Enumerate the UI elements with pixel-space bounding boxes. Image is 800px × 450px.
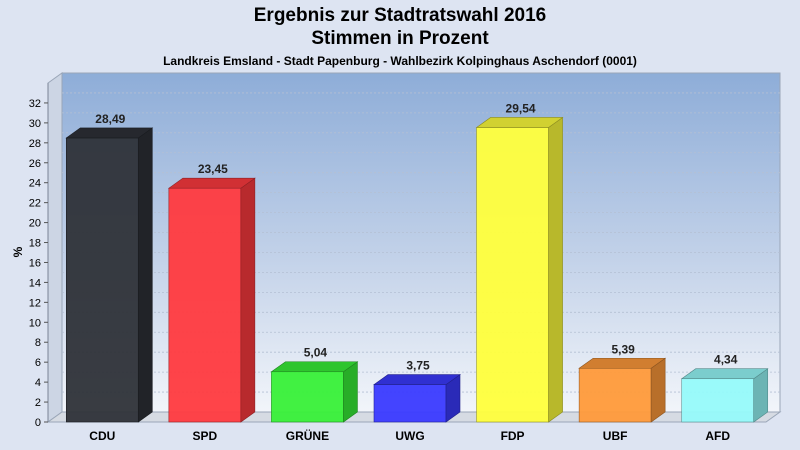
bar-side-ubf <box>650 357 666 423</box>
y-tick-label: 20 <box>29 218 41 230</box>
y-tick-label: 28 <box>29 138 41 150</box>
bar-top-grüne <box>270 361 359 373</box>
bar-side-fdp <box>548 116 563 423</box>
bar-top-fdp <box>475 117 564 128</box>
chart-title-line2: Stimmen in Prozent <box>311 28 489 49</box>
bar-spd <box>168 187 242 423</box>
data-label: 29,54 <box>506 101 536 115</box>
x-tick-label: UWG <box>395 429 424 443</box>
x-tick-label: UBF <box>603 429 628 443</box>
y-tick-label: 14 <box>29 277 41 289</box>
bar-side-spd <box>240 177 256 423</box>
chart-subtitle: Landkreis Emsland - Stadt Papenburg - Wa… <box>163 54 637 68</box>
x-tick-label: CDU <box>89 429 115 443</box>
x-tick-label: AFD <box>705 429 730 443</box>
bar-cdu <box>65 137 139 423</box>
y-tick-label: 18 <box>29 238 41 250</box>
y-tick-label: 32 <box>29 98 41 110</box>
y-axis-label: % <box>11 246 25 257</box>
data-label: 5,39 <box>611 342 635 356</box>
bar-top-spd <box>167 177 256 189</box>
x-tick-label: FDP <box>501 429 525 443</box>
bar-side-grüne <box>343 361 358 423</box>
chart-title: Ergebnis zur Stadtratswahl 2016 <box>253 5 547 26</box>
bar-side-cdu <box>137 127 153 423</box>
y-tick-label: 26 <box>29 158 41 170</box>
y-tick-label: 22 <box>29 198 41 210</box>
bar-ubf <box>578 367 652 423</box>
data-label: 23,45 <box>198 162 228 176</box>
y-tick-label: 30 <box>29 118 41 130</box>
plot-side-wall <box>47 72 63 423</box>
y-tick-label: 16 <box>29 257 41 269</box>
bar-grüne <box>271 371 344 423</box>
x-tick-label: GRÜNE <box>286 428 329 443</box>
bar-top-afd <box>680 368 769 380</box>
y-tick-label: 2 <box>35 397 41 409</box>
data-label: 28,49 <box>95 112 125 126</box>
y-tick-label: 0 <box>35 417 41 429</box>
y-tick-label: 6 <box>35 357 41 369</box>
bar-afd <box>681 378 755 423</box>
y-tick-label: 10 <box>29 317 41 329</box>
bar-top-ubf <box>578 357 667 369</box>
x-tick-label: SPD <box>193 429 218 443</box>
data-label: 3,75 <box>406 359 430 373</box>
bar-top-uwg <box>373 374 461 385</box>
bar-uwg <box>373 384 447 423</box>
bar-fdp <box>476 127 549 423</box>
data-label: 4,34 <box>714 353 738 367</box>
y-tick-label: 8 <box>35 337 41 349</box>
data-label: 5,04 <box>304 346 328 360</box>
y-tick-label: 12 <box>29 297 41 309</box>
y-tick-label: 4 <box>35 377 41 389</box>
y-tick-label: 24 <box>29 178 41 190</box>
bar-top-cdu <box>65 127 154 139</box>
